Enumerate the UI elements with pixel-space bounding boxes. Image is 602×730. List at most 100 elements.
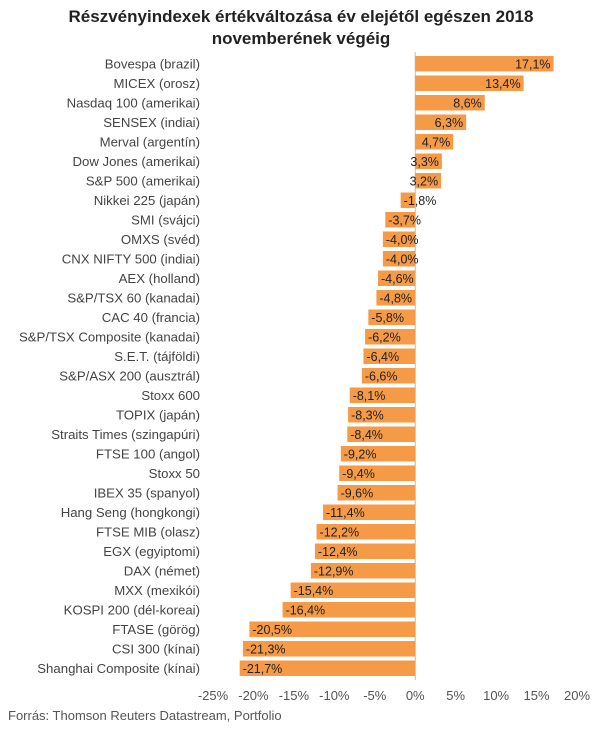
category-label: Bovespa (brazil) xyxy=(105,56,200,71)
category-label: S&P/ASX 200 (ausztrál) xyxy=(59,368,200,383)
value-label: -20,5% xyxy=(252,623,292,637)
chart-title: Részvényindexek értékváltozása év elejét… xyxy=(0,6,602,50)
bar xyxy=(340,446,416,462)
bar xyxy=(363,348,416,364)
bar xyxy=(365,329,416,345)
x-tick-label: 20% xyxy=(564,688,590,703)
value-label: -4,0% xyxy=(386,233,419,247)
x-tick-label: -15% xyxy=(279,688,310,703)
category-label: Nikkei 225 (japán) xyxy=(94,193,200,208)
value-label: 6,3% xyxy=(435,116,464,130)
value-label: -6,2% xyxy=(368,330,401,344)
value-label: -21,3% xyxy=(246,642,286,656)
bar xyxy=(415,173,442,189)
value-label: 13,4% xyxy=(485,77,520,91)
bar xyxy=(361,368,416,384)
category-label: TOPIX (japán) xyxy=(116,407,200,422)
x-tick-label: -10% xyxy=(319,688,350,703)
x-tick-label: 0% xyxy=(406,688,425,703)
bar xyxy=(415,153,442,169)
bar xyxy=(337,485,416,501)
x-tick-label: 10% xyxy=(483,688,509,703)
category-label: Hang Seng (hongkongi) xyxy=(61,505,200,520)
value-label: -6,4% xyxy=(366,350,399,364)
category-label: Merval (argentín) xyxy=(100,134,200,149)
bar xyxy=(348,407,416,423)
value-label: 3,3% xyxy=(410,155,439,169)
category-label: AEX (holland) xyxy=(119,271,200,286)
category-label: CNX NIFTY 500 (indiai) xyxy=(62,251,200,266)
x-tick-label: 5% xyxy=(446,688,465,703)
bar xyxy=(316,524,416,540)
bar xyxy=(242,641,416,657)
category-label: CAC 40 (francia) xyxy=(102,310,200,325)
bar xyxy=(249,621,416,637)
bar xyxy=(347,426,416,442)
x-tick-label: -25% xyxy=(198,688,229,703)
bar xyxy=(282,602,416,618)
category-label: FTASE (görög) xyxy=(112,622,200,637)
value-label: -12,4% xyxy=(318,545,358,559)
category-label: Stoxx 50 xyxy=(149,466,200,481)
value-label: -21,7% xyxy=(243,662,283,676)
value-label: -12,2% xyxy=(320,525,360,539)
bar xyxy=(323,504,416,520)
x-tick-label: -5% xyxy=(363,688,387,703)
category-label: Dow Jones (amerikai) xyxy=(72,154,200,169)
bar xyxy=(415,134,454,150)
category-label: IBEX 35 (spanyol) xyxy=(94,485,200,500)
value-label: -8,4% xyxy=(350,428,383,442)
chart-title-line-2: novemberének végéig xyxy=(211,29,391,48)
bar xyxy=(382,231,416,247)
bar xyxy=(400,192,416,208)
value-label: -6,6% xyxy=(365,369,398,383)
category-label: SENSEX (indiai) xyxy=(103,115,200,130)
value-label: -4,0% xyxy=(386,252,419,266)
bar-chart: Bovespa (brazil) 17,1% MICEX (orosz) 13,4% N… xyxy=(19,52,590,703)
bar xyxy=(378,270,416,286)
bar xyxy=(415,56,554,72)
category-label: SMI (svájci) xyxy=(131,212,200,227)
value-label: 4,7% xyxy=(422,135,451,149)
value-label: -11,4% xyxy=(326,506,365,520)
category-label: S&P 500 (amerikai) xyxy=(86,173,200,188)
category-label: MICEX (orosz) xyxy=(114,76,200,91)
bar xyxy=(310,563,416,579)
bar xyxy=(290,582,416,598)
value-label: -12,9% xyxy=(314,564,354,578)
bar xyxy=(339,465,416,481)
category-label: OMXS (svéd) xyxy=(121,232,200,247)
value-label: -8,3% xyxy=(351,408,384,422)
chart-title-line-1: Részvényindexek értékváltozása év elejét… xyxy=(68,7,534,26)
value-label: -8,1% xyxy=(353,389,386,403)
value-label: -3,7% xyxy=(388,213,421,227)
bar xyxy=(415,95,485,111)
value-label: -1,8% xyxy=(404,194,437,208)
value-label: -4,6% xyxy=(381,272,414,286)
value-label: -5,8% xyxy=(371,311,404,325)
value-label: -15,4% xyxy=(294,584,334,598)
bar xyxy=(314,543,416,559)
bar xyxy=(382,251,416,267)
category-label: CSI 300 (kínai) xyxy=(112,641,200,656)
value-label: 3,2% xyxy=(410,174,439,188)
value-label: -4,8% xyxy=(379,291,412,305)
bar xyxy=(385,212,416,228)
category-label: S.E.T. (tájföldi) xyxy=(114,349,200,364)
bar xyxy=(415,114,467,130)
bar xyxy=(349,387,416,403)
category-label: Shanghai Composite (kínai) xyxy=(37,661,200,676)
category-label: Stoxx 600 xyxy=(141,388,200,403)
value-label: -16,4% xyxy=(286,603,326,617)
category-label: MXX (mexikói) xyxy=(114,583,200,598)
value-label: -9,6% xyxy=(341,486,374,500)
category-label: KOSPI 200 (dél-koreai) xyxy=(64,602,200,617)
bar xyxy=(376,290,416,306)
category-label: FTSE 100 (angol) xyxy=(96,446,200,461)
value-label: 17,1% xyxy=(515,57,550,71)
category-label: EGX (egyiptomi) xyxy=(103,544,200,559)
category-label: DAX (német) xyxy=(124,563,200,578)
value-label: -9,4% xyxy=(342,467,375,481)
x-tick-label: -20% xyxy=(238,688,269,703)
